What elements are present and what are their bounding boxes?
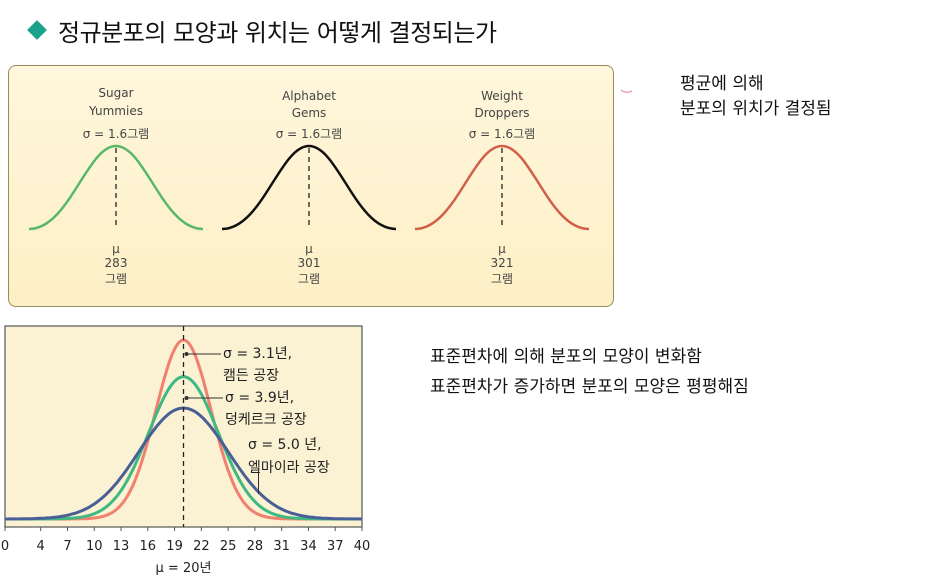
curve-name-line2: Droppers (474, 106, 529, 120)
x-tick-label-37: 37 (327, 539, 344, 554)
x-tick-label-40: 40 (354, 539, 371, 554)
x-tick-label-10: 10 (86, 539, 103, 554)
curve-sigma: σ = 1.6그램 (276, 127, 342, 141)
x-tick-label-25: 25 (220, 539, 237, 554)
curve-sigma: σ = 1.6그램 (83, 127, 149, 141)
mean-value: 301 (298, 256, 321, 270)
normal-curve-red (414, 144, 590, 231)
x-tick-label-16: 16 (140, 539, 157, 554)
x-tick-label-13: 13 (113, 539, 130, 554)
curve-group-alphabet-gems: Alphabet Gems σ = 1.6그램 μ 301 그램 (221, 89, 397, 286)
mu-symbol: μ (305, 242, 313, 256)
sigma-note-line2: 표준편차가 증가하면 분포의 모양은 평평해짐 (430, 377, 749, 397)
x-tick-label-4: 4 (37, 539, 45, 554)
mean-note-line2: 분포의 위치가 결정됨 (680, 99, 832, 119)
pen-mark-icon (620, 89, 633, 93)
mean-comparison-panel: Sugar Yummies σ = 1.6그램 μ 283 그램 Alphabe… (8, 65, 614, 307)
sigma-chart-svg: σ = 3.1년, 캠든 공장 σ = 3.9년, 덩케르크 공장 σ = 5.0 년,… (1, 325, 371, 576)
mean-unit: 그램 (105, 272, 127, 286)
normal-curve-black (221, 144, 397, 231)
curve-group-sugar-yummies: Sugar Yummies σ = 1.6그램 μ 283 그램 (28, 86, 204, 286)
series-label-plant-0: 캠든 공장 (223, 368, 279, 384)
mu-symbol: μ (498, 242, 506, 256)
leader-dot-0 (184, 352, 189, 356)
x-tick-label-34: 34 (300, 539, 317, 554)
x-tick-label-31: 31 (273, 539, 290, 554)
slide-title: 정규분포의 모양과 위치는 어떻게 결정되는가 (26, 12, 497, 48)
x-axis-label: μ = 20년 (156, 561, 212, 576)
curve-name-line2: Gems (292, 106, 327, 120)
x-tick-label-19: 19 (166, 539, 183, 554)
curve-name-line1: Sugar (98, 86, 133, 100)
series-label-plant-1: 덩케르크 공장 (225, 412, 307, 428)
x-tick-label-0: 0 (1, 539, 9, 554)
series-label-sigma-1: σ = 3.9년, (225, 390, 294, 406)
curve-name-line1: Weight (481, 89, 523, 103)
mean-unit: 그램 (491, 272, 513, 286)
title-text: 정규분포의 모양과 위치는 어떻게 결정되는가 (58, 18, 497, 47)
curve-sigma: σ = 1.6그램 (469, 127, 535, 141)
mean-value: 321 (491, 256, 514, 270)
x-tick-label-28: 28 (247, 539, 264, 554)
mu-symbol: μ (112, 242, 120, 256)
x-tick-label-22: 22 (193, 539, 210, 554)
sigma-comparison-chart: σ = 3.1년, 캠든 공장 σ = 3.9년, 덩케르크 공장 σ = 5.0 년,… (0, 322, 380, 586)
curve-sigma-1 (5, 375, 362, 521)
curve-group-weight-droppers: Weight Droppers σ = 1.6그램 μ 321 그램 (414, 89, 590, 286)
mean-curves-svg: Sugar Yummies σ = 1.6그램 μ 283 그램 Alphabe… (28, 86, 590, 286)
mean-note-line1: 평균에 의해 (680, 74, 764, 94)
series-label-sigma-2: σ = 5.0 년, (248, 437, 322, 453)
normal-curve-green (28, 144, 204, 231)
mean-note: 평균에 의해 분포의 위치가 결정됨 (680, 72, 832, 122)
leader-dot-1 (184, 396, 189, 400)
series-label-sigma-0: σ = 3.1년, (223, 346, 292, 362)
mean-unit: 그램 (298, 272, 320, 286)
sigma-note: 표준편차에 의해 분포의 모양이 변화함 표준편차가 증가하면 분포의 모양은 … (430, 342, 749, 402)
curve-name-line2: Yummies (88, 104, 143, 118)
curve-name-line1: Alphabet (282, 89, 336, 103)
diamond-bullet-icon (27, 20, 47, 40)
series-label-plant-2: 엘마이라 공장 (248, 460, 330, 476)
x-tick-label-7: 7 (63, 539, 71, 554)
mean-value: 283 (105, 256, 128, 270)
sigma-note-line1: 표준편차에 의해 분포의 모양이 변화함 (430, 347, 702, 367)
